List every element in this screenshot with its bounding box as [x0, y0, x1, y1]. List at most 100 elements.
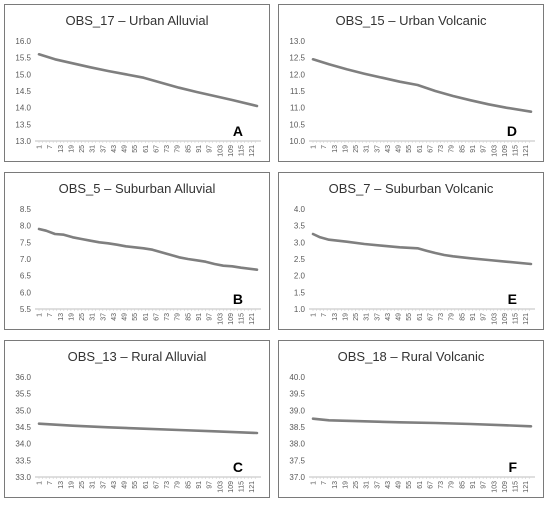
x-tick-label-a-19: 115 — [239, 145, 246, 156]
x-tick-label-e-7: 43 — [385, 313, 392, 321]
chart-title-e: OBS_7 – Suburban Volcanic — [328, 181, 494, 196]
x-tick-label-c-11: 67 — [153, 481, 160, 489]
x-tick-label-d-19: 115 — [513, 145, 520, 156]
x-tick-label-c-13: 79 — [175, 481, 182, 489]
y-tick-label-b-6: 8.5 — [20, 205, 32, 214]
x-tick-label-e-9: 55 — [406, 313, 413, 321]
x-tick-label-e-5: 31 — [364, 313, 371, 321]
y-tick-label-c-3: 34.5 — [15, 423, 31, 432]
x-tick-label-c-5: 31 — [90, 481, 97, 489]
x-tick-label-e-10: 61 — [417, 313, 424, 321]
x-tick-label-b-7: 43 — [111, 313, 118, 321]
panel-label-e: E — [507, 291, 517, 307]
y-tick-label-a-2: 14.0 — [15, 104, 31, 113]
x-tick-label-d-7: 43 — [385, 145, 392, 153]
x-tick-label-d-8: 49 — [396, 145, 403, 153]
panel-label-b: B — [232, 291, 243, 307]
x-tick-label-c-15: 91 — [196, 481, 203, 489]
x-tick-label-a-0: 1 — [37, 145, 44, 149]
x-tick-label-d-15: 91 — [470, 145, 477, 153]
x-tick-label-a-8: 49 — [122, 145, 129, 153]
x-tick-label-b-12: 73 — [164, 313, 171, 321]
y-tick-label-e-1: 1.5 — [294, 288, 306, 297]
x-tick-label-c-18: 109 — [228, 481, 235, 493]
x-tick-label-a-17: 103 — [217, 145, 224, 157]
chart-title-a: OBS_17 – Urban Alluvial — [65, 13, 209, 28]
x-tick-label-a-3: 19 — [68, 145, 75, 153]
x-tick-label-b-14: 85 — [185, 313, 192, 321]
x-tick-label-d-9: 55 — [406, 145, 413, 153]
x-tick-label-a-5: 31 — [90, 145, 97, 153]
x-tick-label-b-2: 13 — [58, 313, 65, 321]
x-tick-label-b-13: 79 — [175, 313, 182, 321]
x-tick-label-b-6: 37 — [100, 313, 107, 321]
panel-label-c: C — [232, 459, 243, 475]
x-tick-label-b-15: 91 — [196, 313, 203, 321]
x-tick-label-c-6: 37 — [100, 481, 107, 489]
y-tick-label-d-1: 10.5 — [289, 120, 305, 129]
x-tick-label-a-7: 43 — [111, 145, 118, 153]
x-tick-label-e-15: 91 — [470, 313, 477, 321]
x-tick-label-c-19: 115 — [239, 481, 246, 492]
x-tick-label-e-14: 85 — [459, 313, 466, 321]
x-tick-label-b-17: 103 — [217, 313, 224, 325]
x-tick-label-a-14: 85 — [185, 145, 192, 153]
x-tick-label-f-11: 67 — [427, 481, 434, 489]
x-tick-label-d-2: 13 — [332, 145, 339, 153]
x-tick-label-b-11: 67 — [153, 313, 160, 321]
x-tick-label-a-20: 121 — [249, 145, 256, 157]
x-tick-label-b-8: 49 — [122, 313, 129, 321]
y-tick-label-c-1: 33.5 — [15, 456, 31, 465]
y-tick-label-c-5: 35.5 — [15, 390, 31, 399]
y-tick-label-e-4: 3.0 — [294, 238, 306, 247]
y-tick-label-d-0: 10.0 — [289, 137, 305, 146]
chart-svg-c: 33.0 33.5 34.0 34.5 35.0 35.5 36.0 1 7 13 19 25 31 37… — [15, 373, 261, 493]
chart-svg-d: 10.0 10.5 11.0 11.5 12.0 12.5 13.0 1 7 13 19 25 31 37… — [289, 37, 535, 157]
y-tick-label-a-5: 15.5 — [15, 54, 31, 63]
x-tick-label-a-6: 37 — [100, 145, 107, 153]
y-tick-label-b-0: 5.5 — [20, 305, 32, 314]
x-tick-label-b-0: 1 — [37, 313, 44, 317]
chart-panel-b: 5.5 6.0 6.5 7.0 7.5 8.0 8.5 1 7 13 19 25 31 37 43 49 55 6… — [4, 172, 270, 330]
x-tick-label-a-16: 97 — [207, 145, 214, 153]
x-tick-label-c-1: 7 — [47, 481, 54, 485]
x-tick-label-c-9: 55 — [132, 481, 139, 489]
y-tick-label-b-3: 7.0 — [20, 255, 32, 264]
series-line-c-0 — [37, 422, 259, 435]
series-line-e-0 — [311, 232, 533, 266]
x-tick-label-b-10: 61 — [143, 313, 150, 321]
x-tick-label-f-9: 55 — [406, 481, 413, 489]
x-tick-label-b-20: 121 — [249, 313, 256, 325]
x-tick-label-d-10: 61 — [417, 145, 424, 153]
x-tick-label-a-15: 91 — [196, 145, 203, 153]
x-tick-label-e-18: 109 — [502, 313, 509, 325]
chart-panel-a: 13.0 13.5 14.0 14.5 15.0 15.5 16.0 1 7 13 19 25 31 37… — [4, 4, 270, 162]
x-tick-label-d-12: 73 — [438, 145, 445, 153]
x-tick-label-e-13: 79 — [449, 313, 456, 321]
y-tick-label-c-6: 36.0 — [15, 373, 31, 382]
x-tick-label-f-7: 43 — [385, 481, 392, 489]
x-tick-label-b-18: 109 — [228, 313, 235, 325]
x-tick-label-a-13: 79 — [175, 145, 182, 153]
chart-title-f: OBS_18 – Rural Volcanic — [337, 349, 485, 364]
x-tick-label-b-4: 25 — [79, 313, 86, 321]
x-tick-label-d-13: 79 — [449, 145, 456, 153]
x-tick-label-f-8: 49 — [396, 481, 403, 489]
x-tick-label-e-0: 1 — [311, 313, 318, 317]
x-tick-label-e-8: 49 — [396, 313, 403, 321]
x-tick-label-a-12: 73 — [164, 145, 171, 153]
chart-panel-e: 1.0 1.5 2.0 2.5 3.0 3.5 4.0 1 7 13 19 25 31 37 43 49 55 6… — [278, 172, 544, 330]
x-tick-label-f-16: 97 — [481, 481, 488, 489]
x-tick-label-f-5: 31 — [364, 481, 371, 489]
y-tick-label-a-0: 13.0 — [15, 137, 31, 146]
x-tick-label-f-17: 103 — [491, 481, 498, 493]
x-tick-label-d-5: 31 — [364, 145, 371, 153]
x-tick-label-d-4: 25 — [353, 145, 360, 153]
series-line-d-0 — [311, 57, 533, 113]
y-tick-label-b-2: 6.5 — [20, 272, 32, 281]
chart-title-b: OBS_5 – Suburban Alluvial — [58, 181, 216, 196]
x-tick-label-e-2: 13 — [332, 313, 339, 321]
x-tick-label-a-18: 109 — [228, 145, 235, 157]
chart-title-c: OBS_13 – Rural Alluvial — [67, 349, 207, 364]
x-tick-label-e-4: 25 — [353, 313, 360, 321]
